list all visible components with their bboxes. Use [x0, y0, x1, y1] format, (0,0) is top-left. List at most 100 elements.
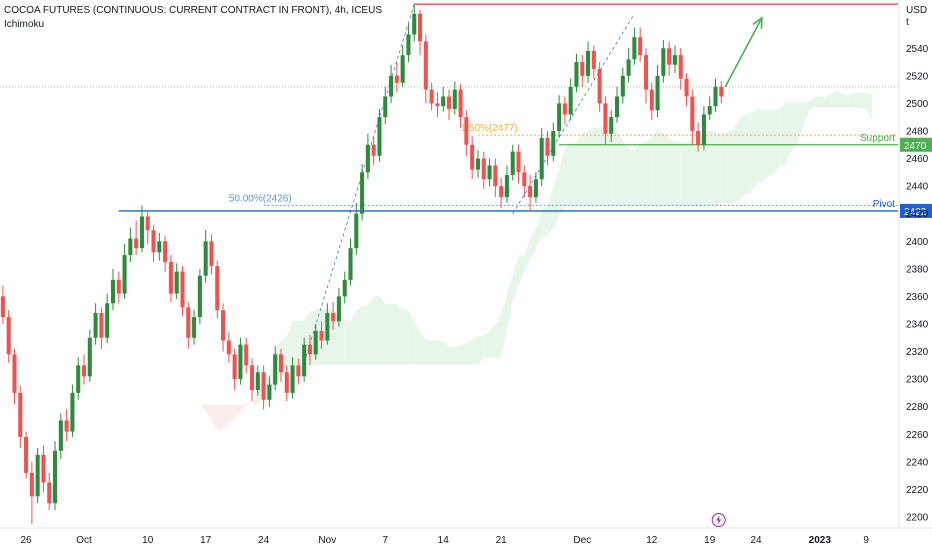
candle-body — [24, 437, 29, 473]
ichimoku-cloud-segment — [223, 404, 229, 430]
ichimoku-cloud-segment — [472, 336, 478, 365]
candle-body — [76, 365, 81, 393]
candle-body — [580, 62, 585, 76]
candle-body — [464, 117, 469, 145]
ichimoku-cloud-segment — [842, 94, 849, 108]
ichimoku-cloud-segment — [808, 97, 814, 113]
ichimoku-cloud-segment — [408, 310, 415, 365]
candle-body — [313, 330, 318, 355]
ichimoku-cloud-segment — [785, 102, 791, 166]
candle-body — [307, 344, 312, 355]
ichimoku-cloud-segment — [738, 114, 745, 202]
candle-body — [446, 96, 452, 109]
currency-unit: t — [906, 17, 909, 28]
candle-body — [377, 117, 382, 156]
ichimoku-cloud-segment — [698, 137, 704, 207]
ichimoku-cloud-segment — [437, 340, 444, 365]
candle-body — [429, 89, 434, 104]
y-tick-label: 2400 — [906, 237, 929, 248]
candle-body — [418, 13, 423, 42]
ichimoku-cloud-segment — [350, 310, 357, 365]
y-tick-label: 2340 — [906, 319, 929, 330]
ichimoku-cloud-segment — [228, 404, 235, 423]
candle-body — [632, 37, 637, 60]
candle-body — [278, 354, 284, 373]
candle-body — [533, 179, 538, 198]
candle-body — [504, 175, 509, 198]
x-tick-label: 10 — [142, 535, 154, 546]
candle-body — [273, 354, 278, 385]
y-tick-label: 2420 — [906, 209, 929, 220]
x-tick-label: 17 — [200, 535, 212, 546]
ichimoku-cloud-segment — [588, 127, 594, 207]
candle-body — [157, 241, 162, 253]
candle-body — [180, 271, 185, 308]
candle-body — [394, 75, 399, 83]
ichimoku-cloud-segment — [512, 256, 519, 303]
ichimoku-cloud-segment — [860, 92, 867, 111]
ichimoku-cloud-segment — [443, 341, 449, 365]
candle-body — [568, 86, 573, 115]
candle-body — [603, 103, 608, 134]
ichimoku-cloud-segment — [431, 340, 438, 365]
ichimoku-cloud-segment — [501, 295, 507, 358]
candle-body — [348, 248, 353, 280]
ichimoku-cloud-segment — [709, 130, 716, 207]
candle-body — [510, 151, 515, 176]
ichimoku-cloud-segment — [854, 92, 861, 108]
ichimoku-cloud-segment — [205, 404, 212, 421]
ichimoku-cloud-segment — [159, 323, 166, 345]
ichimoku-cloud-segment — [657, 129, 664, 207]
candle-body — [296, 365, 301, 377]
candle-body — [99, 312, 104, 338]
candle-body — [609, 117, 614, 134]
candle-body — [58, 420, 63, 451]
ichimoku-cloud-segment — [454, 346, 461, 365]
candle-body — [539, 137, 544, 180]
ichimoku-cloud-segment — [559, 148, 565, 217]
candle-body — [331, 312, 336, 322]
currency-label: USD — [906, 5, 928, 16]
candle-body — [105, 303, 110, 338]
trend-line — [303, 4, 415, 363]
candle-body — [701, 114, 706, 145]
candle-body — [400, 55, 405, 83]
ichimoku-cloud-segment — [460, 342, 467, 365]
y-tick-label: 2480 — [906, 126, 929, 137]
candle-body — [47, 482, 52, 504]
candle-body — [122, 255, 127, 294]
candle-body — [186, 307, 191, 338]
candle-body — [215, 266, 220, 311]
ichimoku-cloud-segment — [582, 130, 589, 207]
ichimoku-cloud-segment — [570, 142, 577, 207]
candle-body — [499, 186, 504, 198]
ichimoku-cloud-segment — [593, 127, 600, 207]
candle-body — [371, 144, 376, 156]
level-label-pivot: Pivot — [873, 199, 895, 210]
lightning-glyph — [716, 515, 722, 525]
candle-body — [452, 89, 457, 109]
y-tick-label: 2240 — [906, 457, 929, 468]
candle-body — [423, 41, 428, 90]
y-tick-label: 2520 — [906, 71, 929, 82]
candle-body — [192, 317, 197, 338]
ichimoku-cloud-segment — [831, 90, 838, 108]
candle-body — [93, 312, 98, 338]
candle-body — [713, 86, 718, 107]
ichimoku-cloud-segment — [813, 96, 820, 108]
ichimoku-cloud-segment — [356, 306, 363, 365]
ichimoku-cloud-segment — [553, 169, 560, 228]
ichimoku-cloud-segment — [727, 130, 733, 203]
candle-body — [389, 75, 394, 97]
ichimoku-cloud-segment — [605, 123, 612, 207]
fib-level-label: 1.50%(2477) — [461, 123, 518, 134]
candle-body — [267, 384, 272, 400]
candle-body — [6, 317, 11, 355]
indicator-label[interactable]: Ichimoku — [4, 19, 45, 30]
ichimoku-cloud-segment — [489, 323, 496, 358]
candle-body — [516, 151, 521, 173]
price-tag-support — [900, 137, 932, 152]
candle-body — [672, 55, 677, 65]
candle-body — [586, 51, 591, 76]
